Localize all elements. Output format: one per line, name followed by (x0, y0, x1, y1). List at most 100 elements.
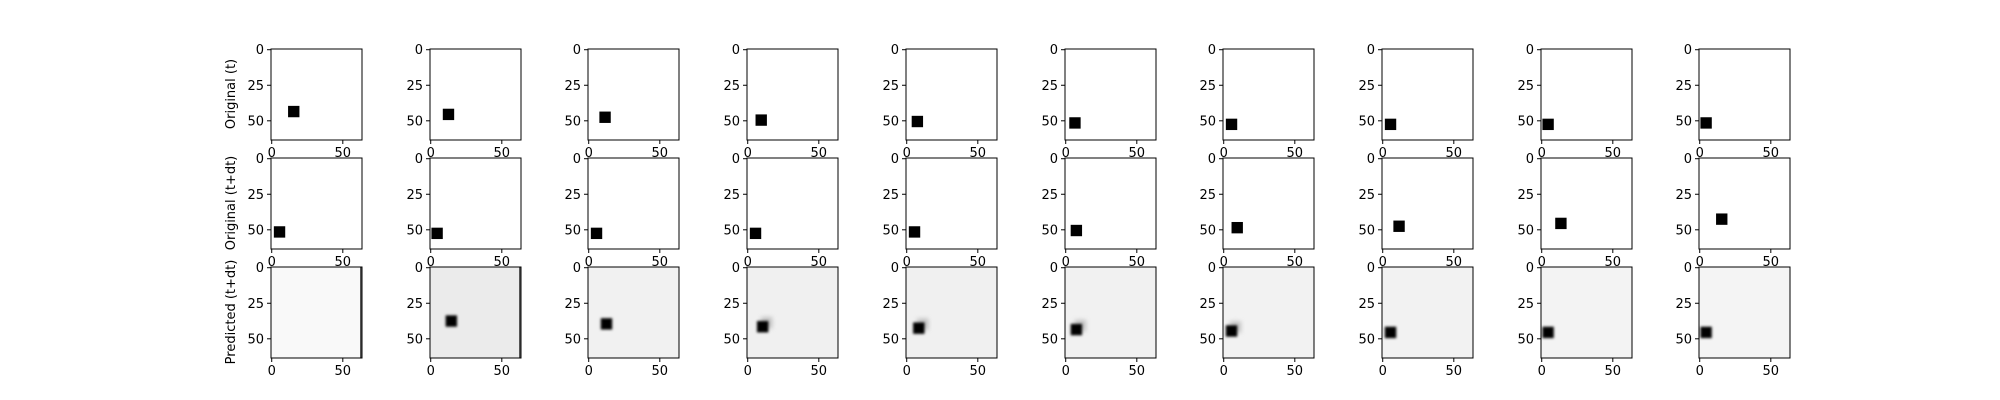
object-square (590, 227, 603, 240)
x-tick-label: 50 (811, 364, 828, 379)
y-tick-label: 50 (1675, 332, 1692, 347)
object-square (1225, 325, 1238, 337)
y-tick-label: 0 (891, 261, 899, 276)
object-square (756, 321, 769, 333)
x-tick-label: 50 (494, 255, 511, 270)
x-tick-label: 0 (585, 146, 593, 161)
y-tick-label: 25 (406, 79, 423, 94)
object-square (1555, 217, 1567, 230)
y-tick-label: 0 (415, 261, 423, 276)
y-tick-label: 25 (882, 297, 899, 312)
panel-frame (1540, 157, 1633, 250)
panel-frame (587, 157, 680, 250)
y-tick-label: 0 (732, 152, 740, 167)
x-tick-label: 0 (585, 364, 593, 379)
panel-edge-artifact (519, 267, 521, 358)
x-tick-label: 0 (1062, 255, 1070, 270)
panel: 0 25 50 0 50 (723, 261, 839, 379)
panel-frame (1540, 266, 1633, 359)
y-tick-label: 50 (1358, 114, 1375, 129)
x-tick-label: 50 (811, 255, 828, 270)
y-tick-label: 50 (1199, 114, 1216, 129)
object-square (911, 115, 924, 128)
panel: 0 25 50 0 50 (1041, 43, 1157, 161)
x-tick-label: 0 (1696, 364, 1704, 379)
y-tick-label: 50 (1199, 223, 1216, 238)
y-tick-label: 25 (1358, 297, 1375, 312)
y-tick-label: 0 (1526, 261, 1534, 276)
panel: 0 25 50 0 50 (882, 43, 998, 161)
y-tick-label: 50 (1517, 114, 1534, 129)
y-tick-label: 0 (1367, 43, 1375, 58)
panel-frame (1064, 157, 1157, 250)
y-tick-label: 25 (1675, 297, 1692, 312)
y-tick-label: 25 (1517, 297, 1534, 312)
y-tick-label: 0 (415, 43, 423, 58)
panel-image (430, 49, 521, 140)
panel-frame (1698, 48, 1791, 141)
x-tick-label: 50 (970, 364, 987, 379)
panel-frame (905, 157, 998, 250)
y-tick-label: 25 (1199, 297, 1216, 312)
x-tick-label: 50 (811, 146, 828, 161)
y-tick-label: 25 (1041, 79, 1058, 94)
row-label-predicted-t-dt: Predicted (t+dt) (224, 260, 239, 365)
y-tick-label: 25 (1041, 188, 1058, 203)
panel-frame (905, 48, 998, 141)
x-tick-label: 50 (1446, 364, 1463, 379)
panel: 0 25 50 0 50 (1199, 43, 1315, 161)
x-tick-label: 50 (1605, 364, 1622, 379)
panel: 0 25 50 0 50 (723, 152, 839, 270)
x-tick-label: 0 (427, 146, 435, 161)
panel-image (1699, 49, 1790, 140)
y-tick-label: 25 (1517, 79, 1534, 94)
x-tick-label: 50 (1446, 146, 1463, 161)
panel: 0 25 50 0 50 (1358, 43, 1474, 161)
panel-image (1541, 158, 1632, 249)
object-square (1542, 118, 1554, 131)
y-tick-label: 50 (882, 114, 899, 129)
panel-frame (429, 266, 522, 359)
object-square (1231, 221, 1243, 234)
panel-frame (270, 48, 363, 141)
x-tick-label: 50 (970, 255, 987, 270)
x-tick-label: 50 (1129, 364, 1146, 379)
y-tick-label: 0 (1050, 261, 1058, 276)
panel: 0 25 50 0 50 (406, 152, 522, 270)
row-label-original-t: Original (t) (224, 59, 239, 129)
y-tick-label: 0 (256, 261, 264, 276)
x-tick-label: 50 (1129, 146, 1146, 161)
object-square (288, 105, 300, 118)
panel-frame (1698, 266, 1791, 359)
panel-frame (429, 48, 522, 141)
y-tick-label: 50 (247, 332, 264, 347)
panel: 0 25 50 0 50 (406, 261, 522, 379)
panel: 0 25 50 0 50 (1358, 261, 1474, 379)
y-tick-label: 25 (1199, 188, 1216, 203)
y-tick-label: 0 (1684, 152, 1692, 167)
y-tick-label: 50 (247, 114, 264, 129)
panel-image (1065, 267, 1156, 358)
panel: 0 25 50 0 50 (1517, 152, 1633, 270)
object-square (755, 114, 767, 126)
y-tick-label: 50 (1517, 223, 1534, 238)
x-tick-label: 0 (268, 146, 276, 161)
panel: 0 25 50 0 50 (1675, 261, 1791, 379)
y-tick-label: 25 (1199, 79, 1216, 94)
y-tick-label: 50 (882, 223, 899, 238)
y-tick-label: 0 (573, 43, 581, 58)
y-tick-label: 0 (1208, 261, 1216, 276)
y-tick-label: 0 (573, 152, 581, 167)
y-tick-label: 25 (247, 188, 264, 203)
y-tick-label: 50 (1041, 223, 1058, 238)
panel-image (1699, 158, 1790, 249)
y-tick-label: 50 (1517, 332, 1534, 347)
panels: 0 25 50 0 50 0 25 50 0 50 0 25 50 0 50 0 25 50 0 50 0 25 50 0 50… (247, 43, 1791, 379)
panel-image (430, 267, 521, 358)
panel: 0 25 50 0 50 (406, 43, 522, 161)
object-square (1225, 118, 1238, 131)
panel-frame (1064, 266, 1157, 359)
object-square (749, 227, 762, 240)
panel-frame (1064, 48, 1157, 141)
x-tick-label: 50 (1605, 146, 1622, 161)
